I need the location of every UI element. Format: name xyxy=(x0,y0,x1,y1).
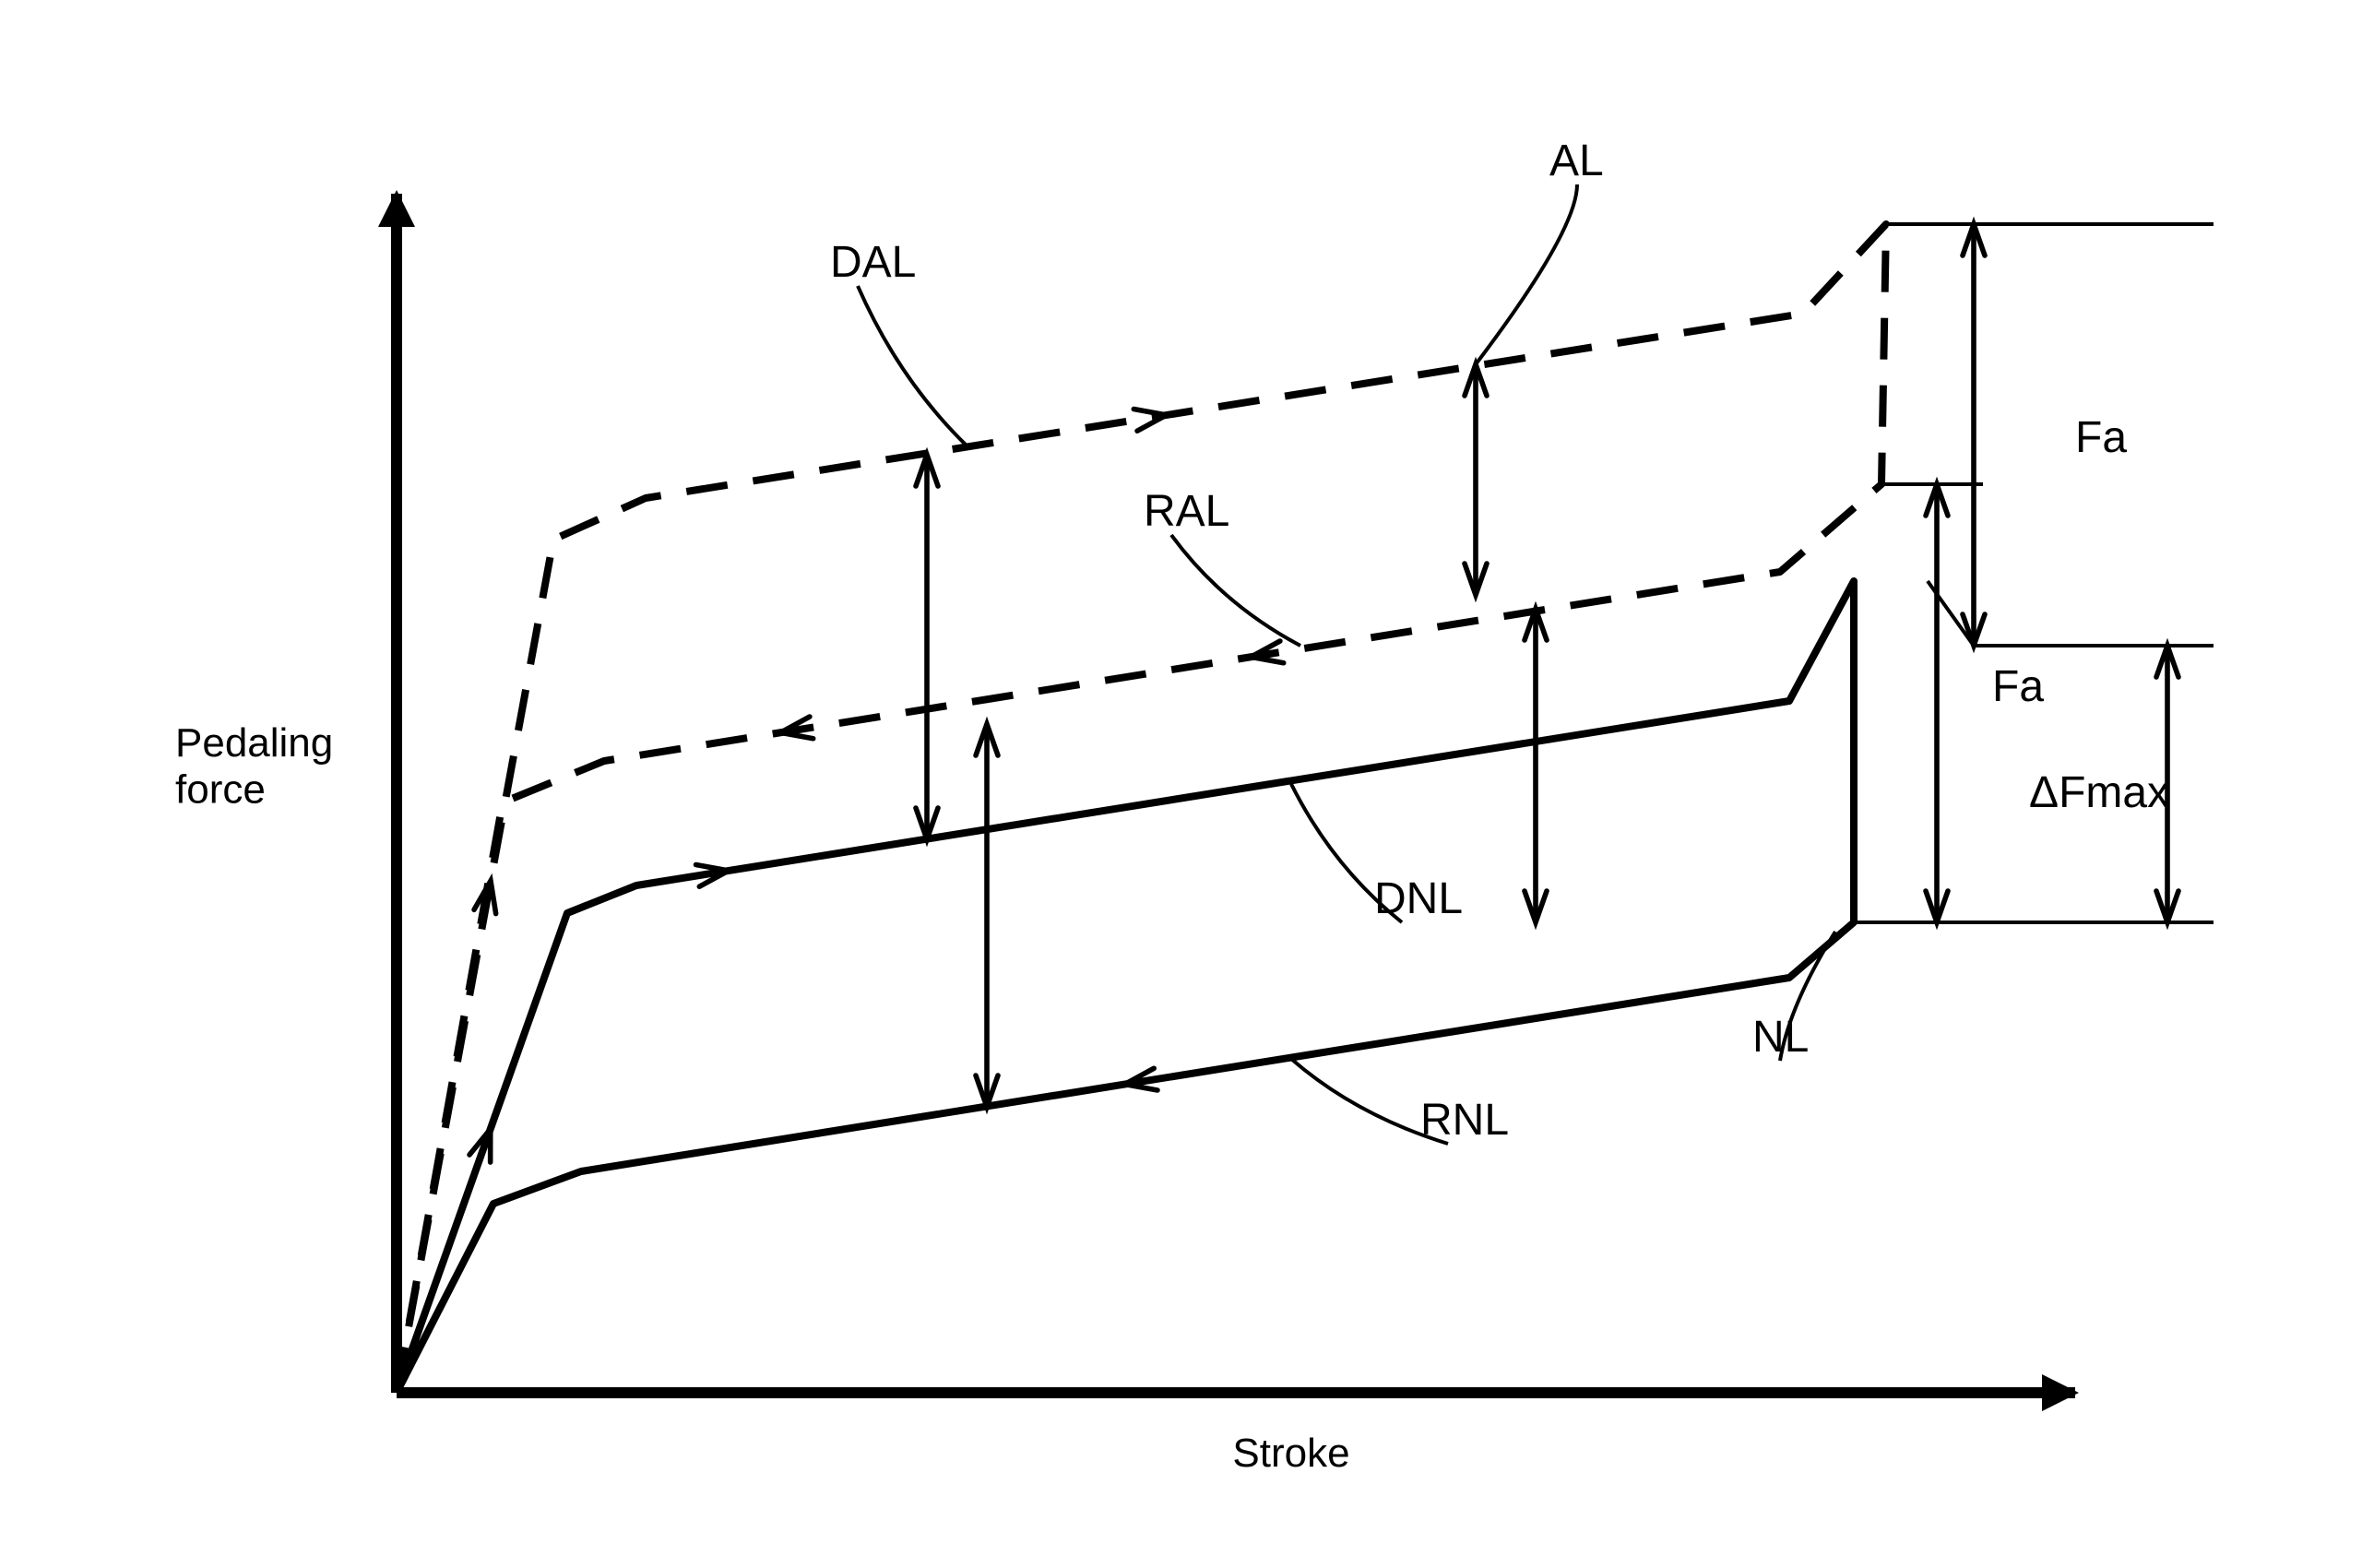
dal-arrow-icon xyxy=(1134,410,1166,432)
y-axis-label-2: force xyxy=(175,767,266,813)
leader-al xyxy=(1476,184,1577,364)
label-ral: RAL xyxy=(1144,487,1229,536)
nl-loop xyxy=(397,581,1854,1393)
label-fa1: Fa xyxy=(2075,413,2127,462)
leader-dal xyxy=(858,286,968,447)
label-fa2: Fa xyxy=(1992,662,2044,711)
diagram-canvas: Stroke Pedalingforce DAL AL RAL DNL NL RNL Fa Fa Δ… xyxy=(0,0,2362,1568)
label-rnl: RNL xyxy=(1420,1096,1509,1145)
label-al: AL xyxy=(1549,137,1604,185)
label-dnl: DNL xyxy=(1374,874,1463,923)
y-axis-label-1: Pedaling xyxy=(175,720,333,766)
label-nl: NL xyxy=(1752,1013,1809,1062)
label-dal: DAL xyxy=(830,238,916,287)
x-axis-label: Stroke xyxy=(1232,1431,1349,1476)
al-loop xyxy=(397,224,1886,1393)
leader-ral xyxy=(1171,535,1300,646)
label-dfmax: ΔFmax xyxy=(2029,768,2169,817)
